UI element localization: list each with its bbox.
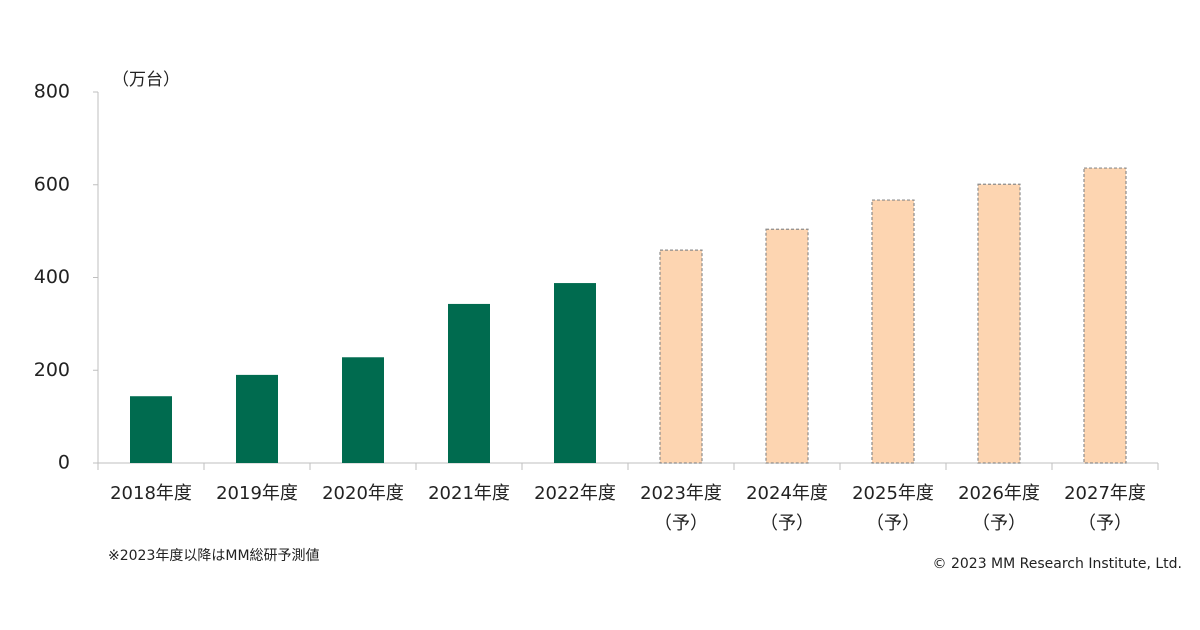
y-tick-label: 800 [34, 81, 70, 103]
x-tick-label: 2018年度 [110, 483, 192, 504]
bar [448, 303, 490, 463]
forecast-label: （予） [1078, 513, 1132, 534]
x-tick-label: 2026年度 [958, 483, 1040, 504]
bar [1083, 167, 1127, 464]
x-tick-label: 2023年度 [640, 483, 722, 504]
x-tick-label: 2024年度 [746, 483, 828, 504]
bar [236, 374, 278, 463]
bar [659, 249, 703, 464]
bar [130, 396, 172, 463]
x-tick-label: 2020年度 [322, 483, 404, 504]
forecast-label: （予） [972, 513, 1026, 534]
x-tick-label: 2027年度 [1064, 483, 1146, 504]
bar [342, 357, 384, 463]
y-unit: （万台） [112, 70, 180, 90]
x-tick-label: 2022年度 [534, 483, 616, 504]
y-tick-label: 200 [34, 359, 70, 381]
y-tick-label: 0 [58, 452, 70, 474]
footnote: ※2023年度以降はMM総研予測値 [108, 548, 320, 564]
copyright: © 2023 MM Research Institute, Ltd. [933, 556, 1182, 572]
y-tick-label: 600 [34, 173, 70, 195]
bar [977, 183, 1021, 464]
x-tick-label: 2019年度 [216, 483, 298, 504]
x-tick-label: 2021年度 [428, 483, 510, 504]
bar [765, 228, 809, 464]
bar [871, 199, 915, 464]
forecast-label: （予） [760, 513, 814, 534]
y-tick-label: 400 [34, 266, 70, 288]
bar [554, 283, 596, 463]
x-tick-label: 2025年度 [852, 483, 934, 504]
forecast-label: （予） [866, 513, 920, 534]
forecast-label: （予） [654, 513, 708, 534]
